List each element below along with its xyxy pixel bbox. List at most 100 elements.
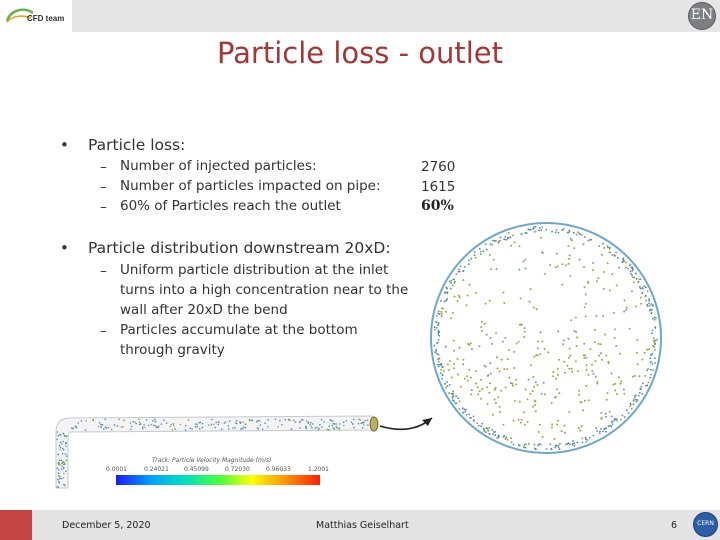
particle-point <box>523 423 526 426</box>
particle-point <box>345 420 348 422</box>
particle-point <box>507 231 510 234</box>
velocity-colorbar <box>116 475 320 485</box>
particle-point <box>436 363 439 366</box>
particle-point <box>239 422 242 424</box>
particle-point <box>577 389 580 392</box>
particle-point <box>130 425 133 428</box>
value-outlet: 60% <box>421 198 454 214</box>
particle-point <box>562 343 565 346</box>
particle-point <box>572 440 574 442</box>
particle-point <box>77 422 79 424</box>
particle-point <box>526 398 529 401</box>
particle-point <box>602 242 604 245</box>
particle-point <box>467 342 469 345</box>
bullet-particle-loss: Particle loss: <box>88 136 186 154</box>
cross-section-particles <box>433 226 659 451</box>
particle-point <box>105 427 108 430</box>
particle-point <box>363 424 365 426</box>
particle-point <box>342 421 345 424</box>
particle-point <box>488 299 491 302</box>
particle-point <box>611 254 614 256</box>
particle-point <box>445 299 448 301</box>
bullet-dot: • <box>60 136 69 154</box>
particle-point <box>58 477 61 480</box>
particle-point <box>169 425 171 428</box>
particle-point <box>602 287 605 290</box>
particle-point <box>327 429 330 431</box>
particle-point <box>584 436 587 439</box>
particle-point <box>487 374 490 377</box>
particle-point <box>478 248 481 250</box>
particle-point <box>462 411 465 414</box>
particle-point <box>511 384 514 387</box>
particle-point <box>553 438 556 440</box>
particle-point <box>557 231 560 234</box>
particle-point <box>629 405 631 408</box>
particle-point <box>523 330 526 333</box>
particle-point <box>134 421 136 423</box>
particle-point <box>500 358 503 361</box>
particle-point <box>483 430 486 432</box>
particle-point <box>462 363 465 366</box>
particle-point <box>480 326 483 328</box>
particle-point <box>632 375 634 378</box>
particle-point <box>480 397 482 400</box>
particle-point <box>537 431 540 433</box>
particle-point <box>453 295 456 298</box>
particle-point <box>316 426 318 429</box>
particle-point <box>482 428 485 430</box>
particle-point <box>542 381 545 384</box>
particle-point <box>536 384 539 386</box>
particle-point <box>539 443 542 446</box>
particle-point <box>63 472 65 475</box>
particle-point <box>534 381 537 384</box>
particle-point <box>533 226 535 228</box>
particle-point <box>631 266 634 269</box>
particle-point <box>248 419 251 422</box>
particle-point <box>267 418 269 421</box>
particle-point <box>540 236 542 239</box>
particle-point <box>654 342 656 345</box>
particle-point <box>570 319 572 322</box>
particle-point <box>520 418 523 421</box>
colorbar-tick: 1.2001 <box>308 466 329 473</box>
particle-point <box>433 326 436 329</box>
particle-point <box>551 423 554 426</box>
particle-point <box>437 324 439 327</box>
particle-point <box>580 234 583 236</box>
particle-point <box>585 384 588 387</box>
particle-point <box>156 426 159 429</box>
particle-point <box>552 371 555 373</box>
particle-point <box>541 226 544 229</box>
particle-point <box>648 298 650 300</box>
particle-point <box>566 231 569 234</box>
particle-point <box>563 360 566 363</box>
particle-point <box>61 447 64 450</box>
particle-point <box>64 484 66 487</box>
particle-point <box>328 425 331 428</box>
particle-point <box>441 374 444 377</box>
particle-point <box>318 427 320 430</box>
particle-point <box>506 439 509 441</box>
particle-point <box>580 401 583 404</box>
particle-point <box>217 423 219 426</box>
particle-point <box>480 425 482 428</box>
particle-point <box>85 420 87 422</box>
particle-point <box>493 398 496 401</box>
particle-point <box>459 385 462 388</box>
particle-point <box>524 232 527 234</box>
particle-point <box>576 441 578 444</box>
particle-point <box>604 412 607 415</box>
particle-point <box>445 310 447 313</box>
en-department-badge: EN <box>688 2 716 30</box>
particle-point <box>637 394 640 397</box>
particle-point <box>100 426 102 429</box>
particle-point <box>656 338 659 341</box>
particle-point <box>100 424 102 426</box>
particle-point <box>446 363 449 366</box>
particle-point <box>551 230 553 233</box>
particle-point <box>335 425 338 428</box>
particle-point <box>567 356 570 359</box>
particle-point <box>567 337 570 340</box>
particle-point <box>364 419 366 422</box>
